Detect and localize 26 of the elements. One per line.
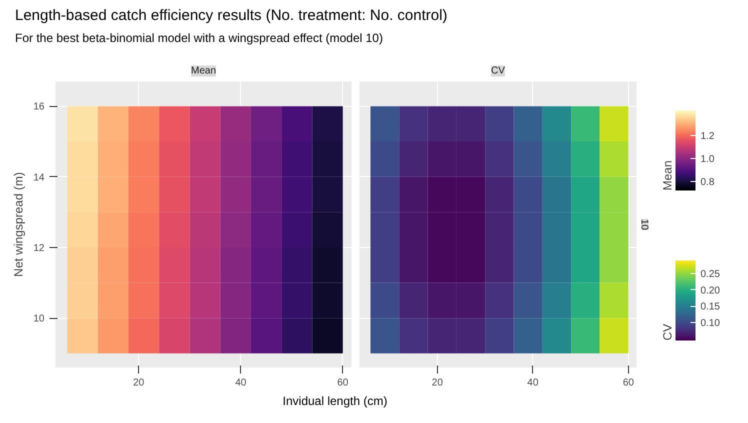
x-tick-label: 40 [527, 378, 539, 388]
y-axis-title: Net wingspread (m) [11, 172, 26, 277]
y-tick-label: 10 [33, 314, 45, 325]
x-tick-label: 60 [337, 378, 349, 388]
y-tick-label: 12 [33, 242, 45, 254]
color-bar-label: 0.8 [700, 176, 715, 188]
y-tick-label: 16 [33, 102, 45, 113]
y-tick-label: 14 [33, 172, 45, 184]
x-tick-label: 20 [133, 378, 145, 388]
x-tick-label: 60 [622, 378, 634, 388]
chart-subtitle: For the best beta-binomial model with a wingspread effect (model 10) [15, 30, 384, 48]
color-bar-label: 0.25 [700, 269, 720, 280]
color-bar-label: 1.0 [700, 154, 715, 165]
color-bar-title: Mean [660, 160, 674, 190]
color-bar-label: 0.20 [700, 285, 720, 296]
color-bar-label: 0.10 [700, 318, 720, 330]
color-bar-title: CV [660, 324, 674, 340]
x-axis-title: Invidual length (cm) [282, 393, 388, 410]
chart-title: CV [491, 66, 506, 76]
x-tick-label: 40 [235, 378, 247, 388]
x-tick-label: 20 [432, 378, 444, 388]
color-bar-label: 0.15 [700, 302, 720, 313]
text: 10 [638, 218, 650, 230]
color-bar-label: 1.2 [700, 131, 715, 142]
text: Mean [190, 66, 216, 76]
chart-title: Length-based catch efficiency results (No. treatment: No. control) [15, 6, 448, 26]
